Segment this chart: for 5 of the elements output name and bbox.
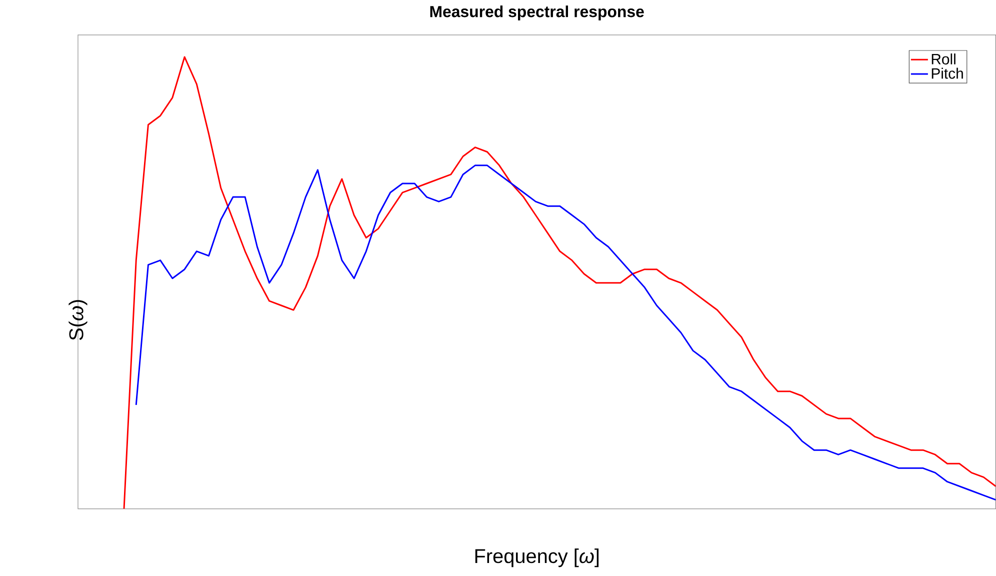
y-axis-title: S(ω): [68, 300, 88, 340]
x-axis-title: Frequency [ω]: [475, 548, 599, 568]
legend-label: Pitch: [932, 68, 963, 79]
legend-label: Roll: [932, 54, 956, 65]
chart-title: Measured spectral response: [430, 6, 644, 20]
